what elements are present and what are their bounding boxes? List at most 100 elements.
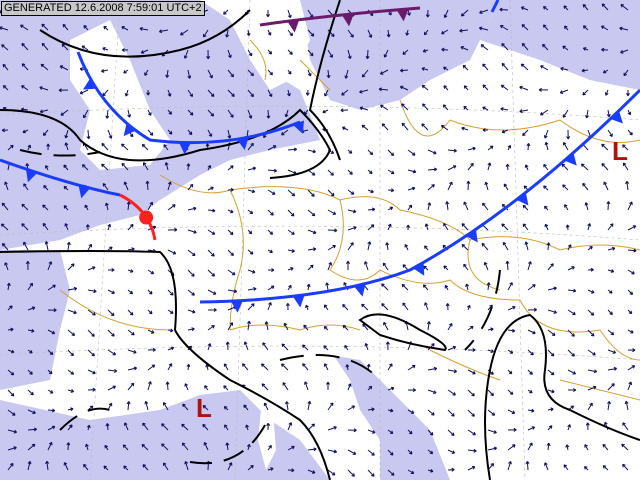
wind-arrow <box>542 24 549 31</box>
wind-arrow <box>443 9 449 19</box>
wind-arrow <box>27 349 33 354</box>
wind-arrow <box>41 42 49 51</box>
wind-arrow <box>486 282 491 291</box>
wind-arrow <box>81 164 89 171</box>
country-border <box>559 379 640 401</box>
wind-arrow <box>543 185 549 191</box>
wind-arrow <box>447 148 457 153</box>
wind-arrow <box>607 349 617 354</box>
wind-arrow <box>566 129 571 140</box>
wind-arrow <box>127 109 132 118</box>
country-border <box>469 236 640 251</box>
wind-arrow <box>167 289 174 296</box>
wind-arrow <box>344 69 349 79</box>
wind-arrow <box>447 409 455 417</box>
wind-arrow <box>527 408 535 413</box>
wind-arrow <box>227 49 232 59</box>
wind-arrow <box>567 329 575 337</box>
wind-arrow <box>623 69 629 77</box>
wind-arrow <box>441 47 449 52</box>
wind-arrow <box>421 123 429 131</box>
wind-arrow <box>387 408 394 413</box>
wind-arrow <box>202 423 209 431</box>
wind-arrow <box>287 229 295 235</box>
wind-arrow <box>247 320 251 331</box>
cold-front-triangle <box>123 123 136 137</box>
country-border <box>429 349 501 381</box>
wind-arrow <box>422 48 429 53</box>
wind-arrow <box>287 147 297 152</box>
wind-arrow <box>283 322 289 331</box>
wind-arrow <box>387 223 392 231</box>
wind-arrow <box>564 25 569 31</box>
wind-arrow <box>584 466 589 471</box>
wind-arrow <box>480 44 489 51</box>
wind-arrow <box>482 128 488 133</box>
wind-arrow <box>147 381 152 391</box>
wind-arrow <box>627 109 632 116</box>
wind-arrow <box>282 382 289 391</box>
wind-arrow <box>7 389 15 397</box>
wind-arrow <box>247 49 253 57</box>
wind-arrow <box>163 144 169 151</box>
wind-arrow <box>562 184 569 191</box>
wind-arrow <box>4 181 9 191</box>
wind-arrow <box>67 286 78 291</box>
wind-arrow <box>143 162 149 171</box>
wind-arrow <box>347 383 352 391</box>
wind-arrow <box>207 249 215 257</box>
wind-arrow <box>121 48 128 53</box>
wind-arrow <box>567 424 571 431</box>
wind-arrow <box>607 309 613 316</box>
wind-arrow <box>223 363 229 371</box>
wind-arrow <box>447 429 455 436</box>
wind-arrow <box>361 124 369 131</box>
wind-arrow <box>145 180 150 191</box>
front-symbols <box>25 8 623 313</box>
wind-arrow <box>540 109 549 116</box>
wind-arrow <box>307 29 315 37</box>
wind-arrow <box>401 122 409 131</box>
wind-arrow <box>107 329 115 337</box>
cold-front-triangle <box>516 192 529 206</box>
wind-arrow <box>85 224 90 231</box>
wind-arrow <box>547 425 553 431</box>
wind-arrow <box>327 189 335 197</box>
wind-arrow <box>121 162 129 171</box>
wind-arrow <box>585 422 590 431</box>
wind-arrow <box>521 24 529 31</box>
wind-arrow <box>267 444 272 451</box>
wind-arrow <box>478 26 489 31</box>
wind-arrow <box>326 381 330 390</box>
wind-arrow <box>87 243 92 251</box>
isobar-line <box>0 108 332 179</box>
wind-arrow <box>287 422 293 431</box>
wind-arrow <box>227 165 234 171</box>
wind-arrow <box>58 88 69 93</box>
wind-arrow <box>187 183 194 191</box>
wind-arrow <box>544 223 549 231</box>
wind-arrow <box>602 443 609 451</box>
cold-front-triangle <box>353 283 366 297</box>
wind-arrow <box>567 309 576 316</box>
wind-arrow <box>161 443 169 451</box>
country-border <box>299 59 331 91</box>
wind-arrow <box>567 349 575 357</box>
wind-arrow <box>245 424 249 431</box>
wind-arrow <box>443 66 449 71</box>
wind-arrow <box>267 229 274 235</box>
wind-arrow <box>407 169 417 174</box>
wind-arrow <box>367 207 376 212</box>
wind-arrow <box>547 407 554 412</box>
wind-arrow <box>66 241 71 251</box>
wind-arrow <box>207 208 216 213</box>
wind-arrow <box>527 261 532 271</box>
wind-arrow <box>47 329 56 335</box>
wind-arrow <box>2 63 9 71</box>
wind-arrow <box>487 162 492 171</box>
wind-arrow <box>246 29 251 37</box>
wind-arrow <box>167 204 176 211</box>
wind-arrow <box>147 347 156 352</box>
isobar-dashed <box>279 354 376 376</box>
